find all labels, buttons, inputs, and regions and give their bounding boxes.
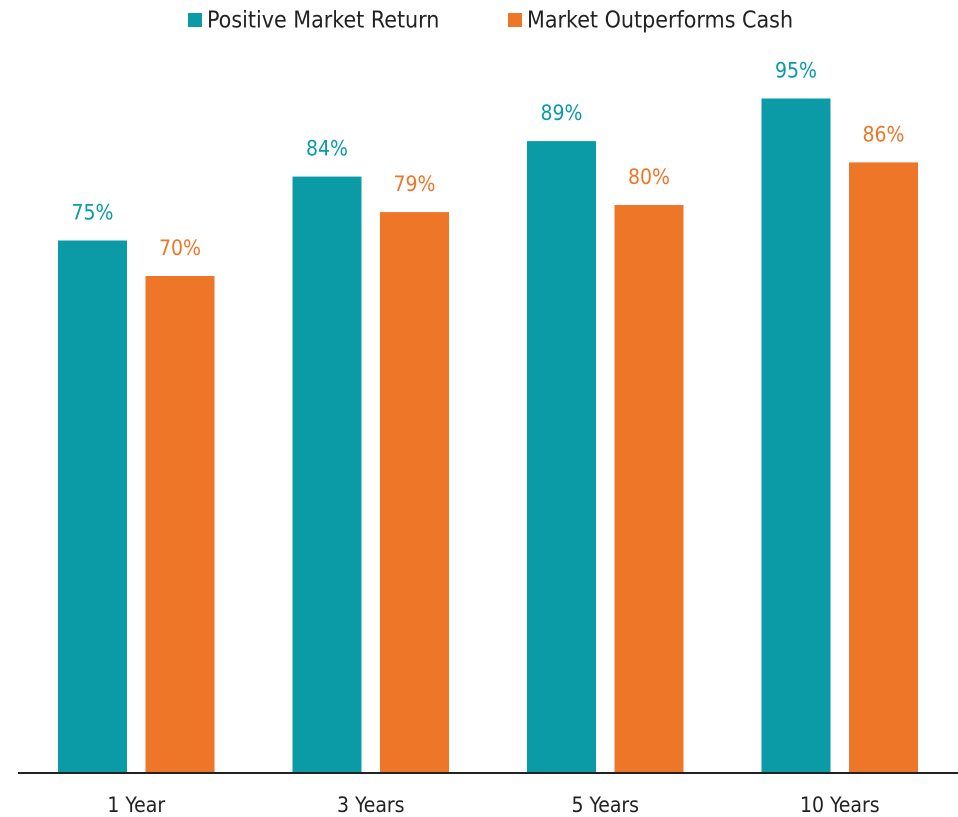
bar <box>849 162 918 773</box>
x-tick-label: 1 Year <box>107 793 165 817</box>
x-tick-label: 5 Years <box>571 793 639 817</box>
x-tick-label: 3 Years <box>337 793 405 817</box>
bar <box>292 176 362 774</box>
value-label: 89% <box>541 101 583 125</box>
bar <box>58 240 127 773</box>
value-label: 86% <box>863 122 905 146</box>
legend-swatch <box>188 13 202 27</box>
bar <box>145 276 215 773</box>
value-label: 79% <box>394 172 436 196</box>
x-tick-label: 10 Years <box>800 793 880 817</box>
bar <box>761 98 831 773</box>
value-label: 80% <box>628 165 670 189</box>
legend-label: Market Outperforms Cash <box>527 8 793 34</box>
value-label: 75% <box>72 201 114 225</box>
bar <box>527 141 596 774</box>
value-label: 70% <box>159 236 201 260</box>
value-label: 95% <box>775 59 817 83</box>
bar <box>380 212 449 774</box>
legend-label: Positive Market Return <box>207 8 439 34</box>
bar <box>614 205 684 773</box>
legend-swatch <box>508 13 522 27</box>
value-label: 84% <box>306 137 348 161</box>
